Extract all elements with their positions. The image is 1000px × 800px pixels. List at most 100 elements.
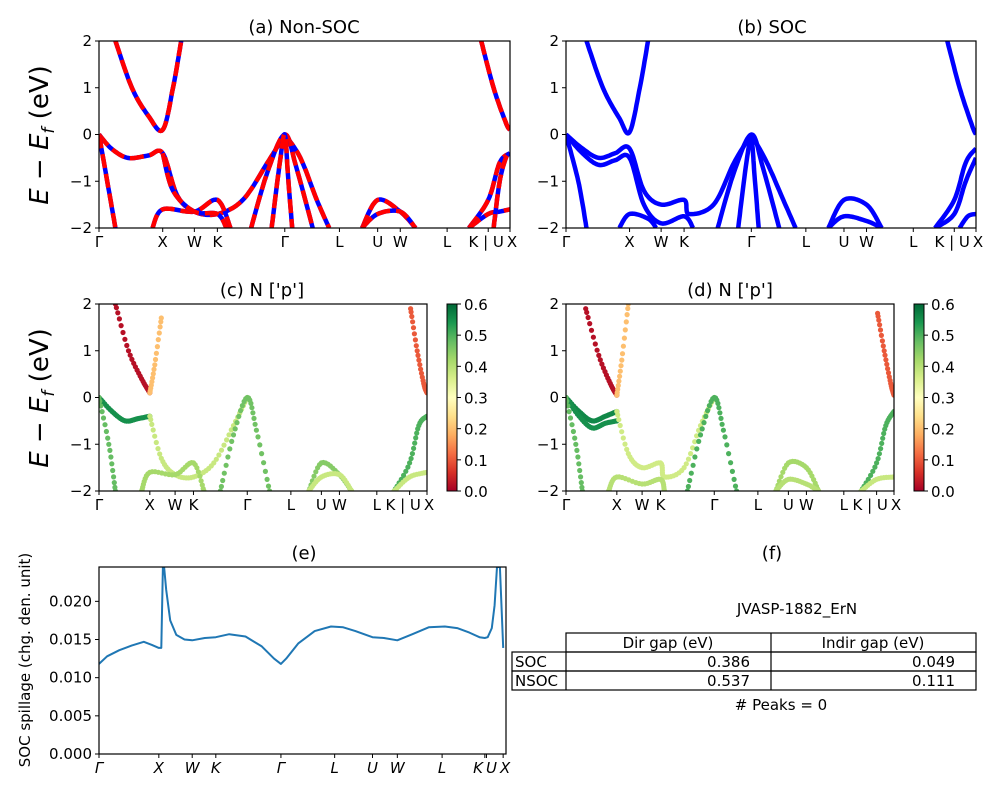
point-vb7 (409, 451, 415, 457)
point-cb2 (880, 343, 886, 349)
point-vb5 (778, 474, 784, 480)
point-vb4 (690, 462, 696, 468)
nsoc-indir-gap: 0.111 (912, 672, 955, 690)
y-tick-label-b: 2 (549, 32, 559, 50)
point-cb2 (409, 313, 415, 320)
x-tick-label-c: K | U (385, 496, 420, 514)
point-vb7 (414, 430, 420, 436)
point-vb1b (157, 451, 163, 457)
y-tick-label-b: −1 (537, 172, 559, 190)
point-vb7 (868, 472, 874, 478)
point-vb7 (424, 413, 427, 419)
x-tick-label-a: L (443, 233, 452, 251)
point-cb1r (620, 343, 627, 349)
x-tick-label-e: Γ (95, 759, 105, 777)
point-cb1r (625, 305, 631, 312)
x-tick-label-e: U (367, 759, 378, 777)
colorbar-tick-label: 0.2 (464, 421, 488, 439)
panel-c-frame (98, 303, 428, 492)
point-vb2 (572, 435, 578, 441)
y-tick-label-a: 0 (82, 126, 92, 144)
x-tick-label-c: K (189, 496, 200, 514)
colorbar-tick-label: 0.2 (931, 421, 955, 439)
colorbar-tick-label: 0.0 (931, 483, 955, 501)
colorbar-tick-label: 0.1 (464, 452, 488, 470)
panel-d-frame (565, 303, 895, 492)
point-vb1b (213, 456, 219, 462)
point-cb2 (885, 370, 892, 376)
colorbar-tick-label: 0.3 (931, 390, 955, 408)
point-cb1 (124, 342, 130, 349)
x-tick-label-c: L (287, 496, 296, 514)
header-indir-gap: Indir gap (eV) (822, 634, 925, 652)
point-vb8 (424, 469, 427, 475)
band-vb9-dashed (360, 208, 418, 228)
point-vb2 (103, 428, 109, 435)
x-tick-label-a: K (212, 233, 223, 251)
y-tick-label-a: −1 (70, 172, 92, 190)
point-vb4 (249, 405, 255, 411)
point-vb1b (216, 452, 222, 458)
point-cb1r (158, 315, 164, 321)
point-cb1r (623, 319, 629, 325)
point-vb2 (110, 467, 116, 474)
point-cb2 (883, 357, 889, 363)
soc-dir-gap: 0.386 (707, 653, 750, 671)
y-tick-label-d: −2 (537, 482, 559, 500)
band-vb5-dashed (160, 152, 229, 228)
band-cb1-dashed (113, 41, 184, 134)
panel-d-title: (d) N ['p'] (687, 280, 773, 301)
point-vb4 (261, 460, 267, 466)
point-vb4 (251, 415, 257, 421)
point-cb2 (875, 313, 881, 319)
point-vb4 (267, 488, 273, 491)
point-cb1r (157, 324, 163, 330)
table-row-nsoc (511, 670, 977, 691)
point-vb3 (661, 488, 667, 491)
point-cb2 (424, 390, 427, 396)
point-vb5 (780, 469, 786, 475)
colorbar-tick-label: 0.1 (931, 452, 955, 470)
point-cb2 (408, 309, 414, 315)
point-cb2 (410, 319, 416, 325)
point-vb1c (690, 445, 696, 451)
band-vb7 (826, 196, 884, 228)
point-vb4 (229, 438, 235, 444)
y-tick-label-c: −1 (70, 435, 92, 453)
point-vb1b (150, 427, 156, 433)
point-cb2 (411, 331, 417, 337)
panel-f-title: (f) (762, 543, 782, 564)
band-vb4 (617, 211, 659, 228)
point-vb2 (108, 454, 114, 460)
point-vb1b (148, 417, 154, 423)
y-tick-label-b: −2 (537, 219, 559, 237)
x-tick-label-c: X (424, 496, 434, 514)
panel-a-bands (99, 41, 510, 228)
point-cb2 (876, 317, 882, 323)
point-vb7 (411, 445, 417, 451)
point-vb1c (619, 429, 625, 435)
band-vb10 (933, 156, 976, 228)
point-vb4 (732, 483, 739, 489)
point-cb1 (590, 334, 597, 340)
panel-e-title: (e) (291, 543, 316, 564)
point-vb7 (876, 451, 883, 457)
point-vb1b (153, 439, 159, 446)
colorbar-tick-label: 0.6 (931, 296, 955, 314)
x-tick-label-d: Γ (710, 496, 719, 514)
point-vb1c (616, 417, 622, 423)
point-vb4 (724, 442, 730, 448)
x-tick-label-e: X (153, 759, 165, 777)
colorbar-c (446, 303, 458, 492)
y-tick-label-a: −2 (70, 219, 92, 237)
point-vb2 (111, 480, 117, 486)
point-vb1b (149, 421, 155, 427)
point-cb2 (418, 366, 424, 372)
band-cb2 (945, 41, 976, 137)
colorbar-d (913, 303, 925, 492)
point-cb1r (152, 356, 159, 363)
point-vb3 (198, 478, 204, 484)
band-vb12-dashed (491, 151, 510, 228)
